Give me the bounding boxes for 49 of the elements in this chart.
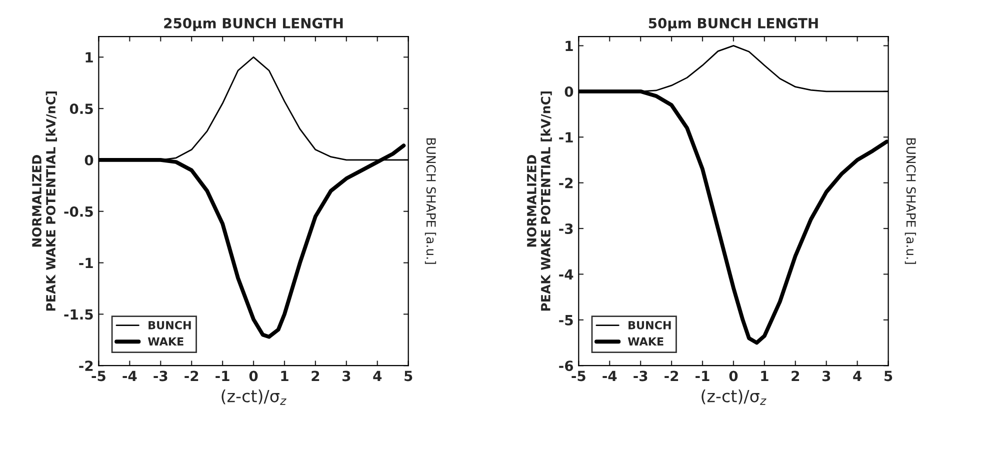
y-tick-label: 1 xyxy=(86,52,93,62)
x-tick-label: 2 xyxy=(792,370,800,382)
x-tick-label: -4 xyxy=(602,370,617,382)
y-tick-label: 1 xyxy=(566,40,573,51)
y-tick-label: -0.5 xyxy=(64,206,93,217)
x-tick-label: 2 xyxy=(312,370,320,382)
x-axis-title: (z-ct)/σ$_{z}$ xyxy=(222,389,286,405)
y-tick-label: -2 xyxy=(79,360,93,371)
x-tick-label: 0 xyxy=(729,370,738,382)
legend-label: WAKE xyxy=(628,337,664,346)
x-tick-label: -4 xyxy=(122,370,137,382)
y-tick-label: 0.5 xyxy=(70,104,93,114)
y-tick-label: -3 xyxy=(559,223,573,234)
x-tick-label: 1 xyxy=(281,370,288,382)
legend-label: BUNCH xyxy=(628,320,671,330)
x-tick-label: 5 xyxy=(884,370,892,382)
y-axis-title: NORMALIZED PEAK WAKE POTENTIAL [kV/nC] xyxy=(526,91,552,311)
y2-axis-title: BUNCH SHAPE [a.u.] xyxy=(904,138,916,264)
x-tick-label: 0 xyxy=(249,370,258,382)
y-tick-label: -2 xyxy=(559,178,573,188)
x-tick-label: -1 xyxy=(216,370,230,382)
x-tick-label: -5 xyxy=(572,370,586,382)
x-tick-label: -1 xyxy=(696,370,710,382)
chart-title: 250μm BUNCH LENGTH xyxy=(164,18,343,32)
y-tick-label: -1.5 xyxy=(64,309,93,320)
y-tick-label: -4 xyxy=(559,269,574,280)
y2-axis-title: BUNCH SHAPE [a.u.] xyxy=(424,138,436,264)
x-tick-label: -2 xyxy=(664,370,678,382)
legend-label: WAKE xyxy=(148,337,184,346)
x-tick-label: 4 xyxy=(853,370,862,382)
x-tick-label: -3 xyxy=(154,370,168,382)
x-tick-label: 3 xyxy=(822,370,830,382)
x-tick-label: -3 xyxy=(634,370,648,382)
x-axis-title: (z-ct)/σ$_{z}$ xyxy=(702,389,766,405)
y-tick-label: 0 xyxy=(564,86,574,97)
y-axis-title: NORMALIZED PEAK WAKE POTENTIAL [kV/nC] xyxy=(32,91,57,311)
y-tick-label: -1 xyxy=(79,258,93,268)
x-tick-label: 3 xyxy=(342,370,350,382)
x-tick-label: 5 xyxy=(404,370,412,382)
x-tick-label: -5 xyxy=(92,370,106,382)
x-tick-label: -2 xyxy=(184,370,198,382)
y-tick-label: -5 xyxy=(559,315,573,326)
legend-label: BUNCH xyxy=(148,320,191,330)
y-tick-label: -6 xyxy=(559,360,574,372)
y-tick-label: 0 xyxy=(84,154,94,166)
x-tick-label: 1 xyxy=(761,370,768,382)
chart-title: 50μm BUNCH LENGTH xyxy=(648,18,818,32)
y-tick-label: -1 xyxy=(559,132,573,142)
x-tick-label: 4 xyxy=(373,370,382,382)
